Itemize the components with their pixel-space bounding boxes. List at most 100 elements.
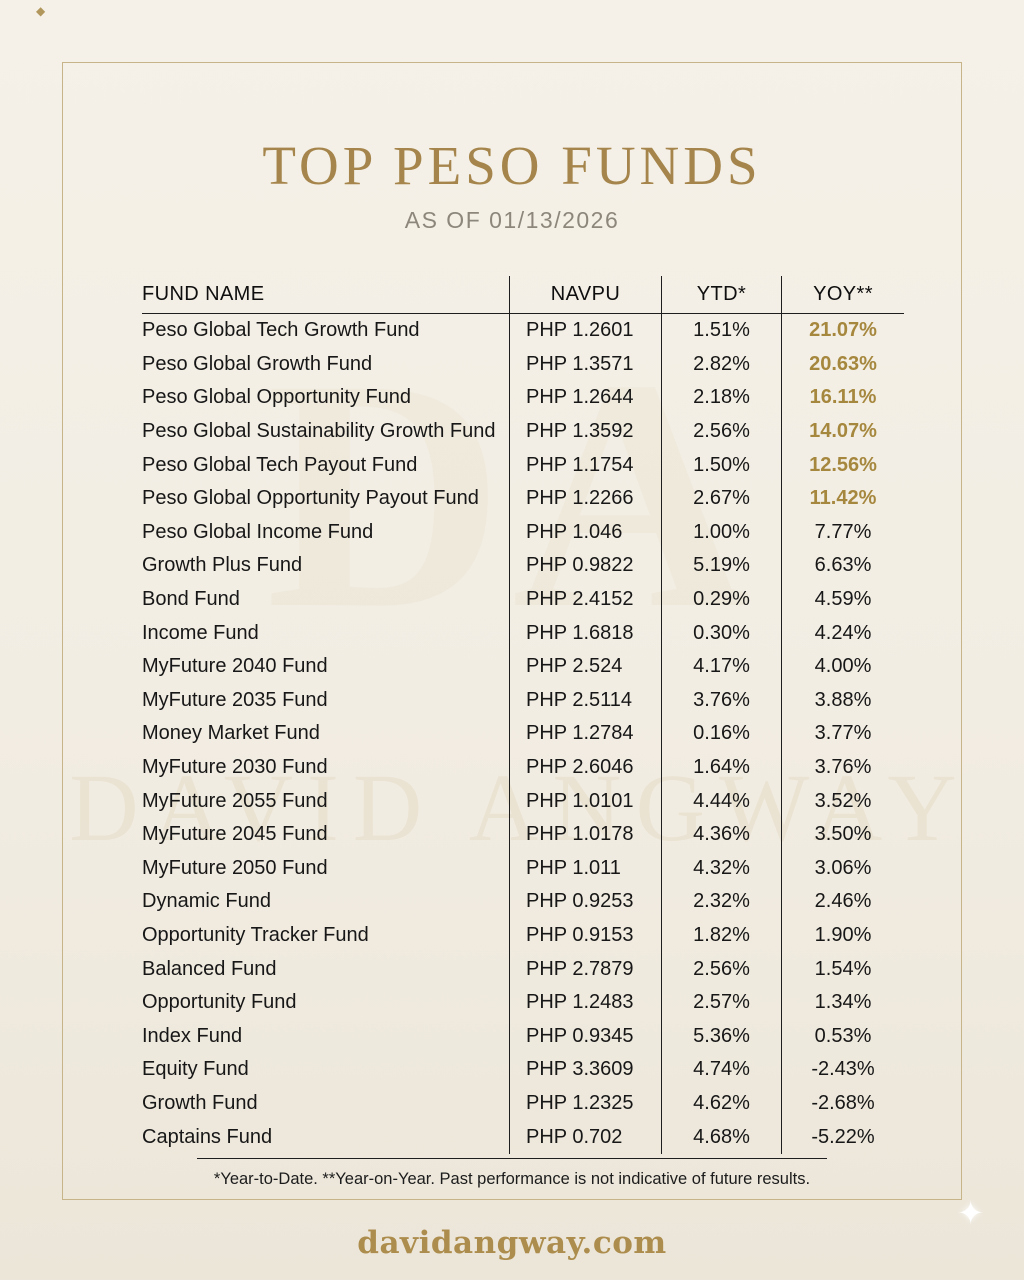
yoy-cell: 4.00%: [814, 655, 872, 678]
fund-name-cell: MyFuture 2040 Fund: [142, 649, 510, 684]
yoy-cell: -2.43%: [811, 1058, 875, 1081]
fund-name-cell: MyFuture 2030 Fund: [142, 750, 510, 785]
fund-name-cell: Peso Global Growth Fund: [142, 347, 510, 382]
fund-name-cell: Growth Fund: [142, 1086, 510, 1121]
table-row: Peso Global Income Fund PHP 1.046 1.00% 7.7…: [142, 515, 904, 550]
ytd-cell: 2.56%: [662, 414, 782, 449]
ytd-cell: 5.19%: [662, 549, 782, 583]
yoy-cell: 3.50%: [814, 823, 872, 846]
ytd-cell: 5.36%: [662, 1019, 782, 1054]
ytd-cell: 0.29%: [662, 582, 782, 617]
table-row: Peso Global Tech Payout Fund PHP 1.1754 1.…: [142, 448, 904, 482]
website-link: davidangway.com: [357, 1224, 667, 1261]
yoy-cell: 14.07%: [809, 420, 877, 443]
fund-name-cell: Peso Global Sustainability Growth Fund: [142, 414, 510, 449]
table-row: Index Fund PHP 0.9345 5.36% 0.53%: [142, 1019, 904, 1054]
yoy-cell: 1.54%: [814, 957, 872, 980]
navpu-cell: PHP 1.2601: [510, 314, 662, 348]
navpu-cell: PHP 0.9822: [510, 549, 662, 583]
table-row: Growth Plus Fund PHP 0.9822 5.19% 6.63%: [142, 549, 904, 583]
fund-name-cell: MyFuture 2055 Fund: [142, 784, 510, 818]
yoy-cell: 21.07%: [809, 319, 877, 342]
navpu-cell: PHP 2.4152: [510, 582, 662, 617]
navpu-cell: PHP 1.2483: [510, 985, 662, 1020]
ytd-cell: 1.00%: [662, 515, 782, 550]
yoy-cell: 3.06%: [814, 856, 872, 879]
fund-name-cell: Peso Global Opportunity Fund: [142, 381, 510, 415]
fund-name-cell: Bond Fund: [142, 582, 510, 617]
table-row: Money Market Fund PHP 1.2784 0.16% 3.77%: [142, 717, 904, 751]
navpu-cell: PHP 1.3571: [510, 347, 662, 382]
navpu-cell: PHP 2.7879: [510, 952, 662, 986]
ytd-cell: 4.68%: [662, 1120, 782, 1154]
yoy-cell: 1.34%: [814, 991, 872, 1014]
fund-name-cell: Peso Global Tech Growth Fund: [142, 314, 510, 348]
table-row: Peso Global Sustainability Growth Fund PH…: [142, 414, 904, 449]
navpu-cell: PHP 1.6818: [510, 616, 662, 650]
fund-name-cell: MyFuture 2050 Fund: [142, 851, 510, 886]
navpu-cell: PHP 2.5114: [510, 683, 662, 718]
yoy-cell: 3.76%: [814, 756, 872, 779]
table-row: Dynamic Fund PHP 0.9253 2.32% 2.46%: [142, 885, 904, 919]
yoy-cell: -5.22%: [811, 1125, 875, 1148]
ytd-cell: 1.51%: [662, 314, 782, 348]
table-row: MyFuture 2030 Fund PHP 2.6046 1.64% 3.76%: [142, 750, 904, 785]
fund-name-cell: Dynamic Fund: [142, 885, 510, 919]
navpu-cell: PHP 1.2266: [510, 481, 662, 516]
navpu-cell: PHP 1.1754: [510, 448, 662, 482]
yoy-cell: 12.56%: [809, 453, 877, 476]
ytd-cell: 2.57%: [662, 985, 782, 1020]
fund-name-cell: Peso Global Tech Payout Fund: [142, 448, 510, 482]
navpu-cell: PHP 2.524: [510, 649, 662, 684]
table-row: Peso Global Opportunity Payout Fund PHP 1…: [142, 481, 904, 516]
table-row: Peso Global Growth Fund PHP 1.3571 2.82% 20…: [142, 347, 904, 382]
table-header-row: FUND NAME NAVPU YTD* YOY**: [142, 276, 904, 314]
fund-name-cell: Peso Global Income Fund: [142, 515, 510, 550]
navpu-cell: PHP 1.2644: [510, 381, 662, 415]
page-title: TOP PESO FUNDS: [262, 135, 762, 196]
table-row: MyFuture 2045 Fund PHP 1.0178 4.36% 3.50%: [142, 817, 904, 852]
navpu-cell: PHP 1.3592: [510, 414, 662, 449]
table-row: Captains Fund PHP 0.702 4.68% -5.22%: [142, 1120, 904, 1154]
ytd-cell: 1.64%: [662, 750, 782, 785]
table-row: MyFuture 2050 Fund PHP 1.011 4.32% 3.06%: [142, 851, 904, 886]
fund-name-cell: Equity Fund: [142, 1053, 510, 1087]
fund-name-cell: MyFuture 2035 Fund: [142, 683, 510, 718]
navpu-cell: PHP 0.9345: [510, 1019, 662, 1054]
navpu-cell: PHP 1.0101: [510, 784, 662, 818]
navpu-cell: PHP 1.2784: [510, 717, 662, 751]
table-row: MyFuture 2040 Fund PHP 2.524 4.17% 4.00%: [142, 649, 904, 684]
fund-name-cell: Income Fund: [142, 616, 510, 650]
ytd-cell: 3.76%: [662, 683, 782, 718]
ytd-cell: 4.74%: [662, 1053, 782, 1087]
table-row: Opportunity Tracker Fund PHP 0.9153 1.82% 1…: [142, 918, 904, 953]
table-row: Growth Fund PHP 1.2325 4.62% -2.68%: [142, 1086, 904, 1121]
yoy-cell: 0.53%: [814, 1024, 872, 1047]
fund-name-cell: MyFuture 2045 Fund: [142, 817, 510, 852]
navpu-cell: PHP 1.2325: [510, 1086, 662, 1121]
fund-name-cell: Opportunity Fund: [142, 985, 510, 1020]
navpu-cell: PHP 2.6046: [510, 750, 662, 785]
table-row: Peso Global Opportunity Fund PHP 1.2644 2.…: [142, 381, 904, 415]
ytd-cell: 4.17%: [662, 649, 782, 684]
table-row: MyFuture 2035 Fund PHP 2.5114 3.76% 3.88%: [142, 683, 904, 718]
navpu-cell: PHP 3.3609: [510, 1053, 662, 1087]
table-row: Balanced Fund PHP 2.7879 2.56% 1.54%: [142, 952, 904, 986]
yoy-cell: 6.63%: [814, 554, 872, 577]
yoy-cell: 16.11%: [809, 386, 877, 409]
yoy-cell: 4.24%: [814, 621, 872, 644]
fund-name-cell: Opportunity Tracker Fund: [142, 918, 510, 953]
table-row: MyFuture 2055 Fund PHP 1.0101 4.44% 3.52%: [142, 784, 904, 818]
ytd-cell: 4.36%: [662, 817, 782, 852]
fund-name-cell: Growth Plus Fund: [142, 549, 510, 583]
footnote-divider: *Year-to-Date. **Year-on-Year. Past perf…: [197, 1157, 827, 1189]
yoy-cell: 3.88%: [814, 688, 872, 711]
table-row: Equity Fund PHP 3.3609 4.74% -2.43%: [142, 1053, 904, 1087]
ytd-cell: 4.44%: [662, 784, 782, 818]
ytd-cell: 2.32%: [662, 885, 782, 919]
table-body: Peso Global Tech Growth Fund PHP 1.2601 1.…: [142, 314, 904, 1154]
yoy-cell: 2.46%: [814, 890, 872, 913]
footnote-text: *Year-to-Date. **Year-on-Year. Past perf…: [213, 1169, 811, 1188]
ytd-cell: 2.67%: [662, 481, 782, 516]
